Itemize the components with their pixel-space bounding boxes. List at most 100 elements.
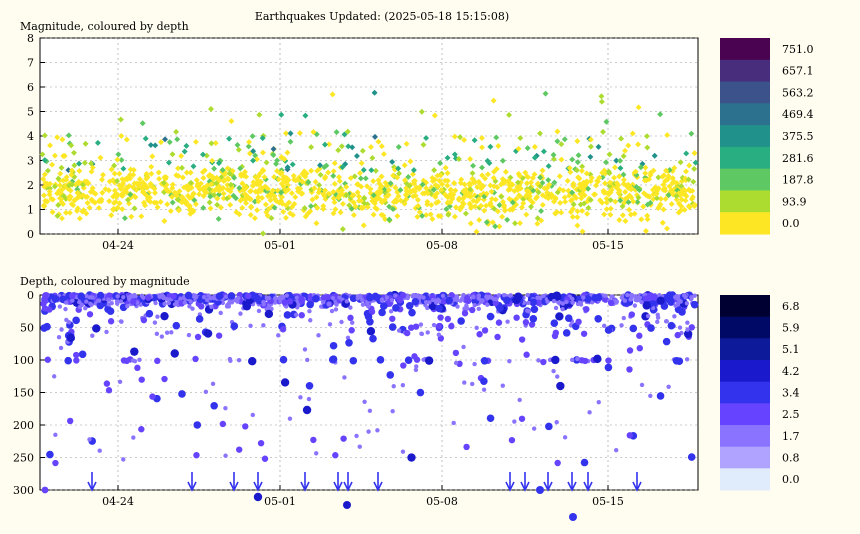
depth-point [512,295,521,305]
depth-point [166,300,172,306]
depth-point [379,302,388,310]
depth-point [131,435,136,440]
depth-point [333,307,339,312]
depth-point [480,377,488,385]
magnitude-point [320,205,327,212]
depth-point [545,422,553,431]
magnitude-point [494,184,501,191]
magnitude-point [140,199,147,206]
depth-point [320,294,328,302]
magnitude-plot: 04-24 05-01 05-08 05-15 0 1 2 3 4 5 6 7 8 [27,32,699,252]
depth-point [378,308,386,317]
depth-point [236,446,243,453]
depth-point [435,304,443,313]
depth-point [583,306,590,313]
depth-point [208,295,214,301]
depth-point [175,300,180,305]
magnitude-point [370,211,377,218]
magnitude-point [176,188,183,195]
magnitude-point [245,143,252,150]
magnitude-colorbar-label: 281.6 [782,152,814,165]
magnitude-point [175,207,182,214]
depth-point [228,358,233,363]
magnitude-point [378,143,385,150]
magnitude-point [350,212,357,219]
depth-point [97,298,102,303]
depth-point [238,311,243,316]
depth-point [677,325,683,330]
depth-point [476,296,481,301]
magnitude-point [340,200,346,207]
depth-point [603,293,608,298]
magnitude-colorbar-swatch [720,212,770,235]
magnitude-point [181,148,188,155]
depth-offscale-arrowhead [229,481,239,492]
magnitude-colorbar-label: 0.0 [782,217,800,230]
magnitude-point [220,195,227,202]
magnitude-point [355,181,362,188]
depth-point [621,315,626,321]
depth-point [248,356,257,366]
depth-point [84,299,89,304]
depth-point [639,299,644,305]
magnitude-point [269,187,276,194]
depth-point [302,405,312,415]
magnitude-point [436,177,443,184]
magnitude-point [378,173,385,180]
magnitude-point [392,184,399,191]
magnitude-point [212,140,219,147]
magnitude-point [151,189,158,196]
magnitude-ytick-label: 4 [27,130,34,143]
depth-point [121,294,126,300]
depth-point [645,313,651,319]
magnitude-point [330,210,337,217]
magnitude-colorbar-label: 93.9 [782,195,807,208]
depth-point [344,299,350,304]
depth-point [320,300,326,305]
depth-point [525,308,530,313]
magnitude-point [250,179,257,186]
magnitude-point [175,173,182,179]
depth-ytick-label: 0 [27,289,34,302]
depth-point [622,298,628,303]
depth-point [152,320,158,325]
magnitude-point [499,157,506,164]
depth-point [551,368,556,374]
depth-point [448,323,455,330]
depth-point [685,327,690,332]
depth-point [66,333,75,343]
depth-ytick-label: 200 [13,419,34,432]
depth-point [400,362,407,369]
magnitude-point [405,173,412,180]
depth-colorbar-swatch [720,468,770,491]
magnitude-point [455,156,462,162]
magnitude-point [199,169,206,176]
depth-colorbar-label: 5.9 [782,322,800,335]
magnitude-point [383,182,390,189]
depth-point [357,444,362,449]
depth-point [651,293,658,301]
depth-point [551,355,560,365]
depth-point [169,330,174,335]
depth-point [53,432,58,437]
magnitude-colorbar-label: 751.0 [782,43,814,56]
depth-point [306,300,314,309]
depth-point [418,322,424,327]
magnitude-point [220,178,227,184]
depth-point [400,383,406,388]
depth-point [366,429,371,434]
depth-point [253,294,261,303]
depth-offscale-arrowhead [632,481,642,492]
depth-point [436,332,442,337]
magnitude-point [236,185,243,191]
depth-point [416,388,425,397]
magnitude-point [259,149,266,156]
magnitude-point [247,211,254,218]
depth-point [687,453,696,461]
depth-point [223,405,228,411]
depth-point [345,335,351,341]
depth-point [692,293,697,298]
depth-point [648,393,653,399]
magnitude-point [138,213,145,220]
